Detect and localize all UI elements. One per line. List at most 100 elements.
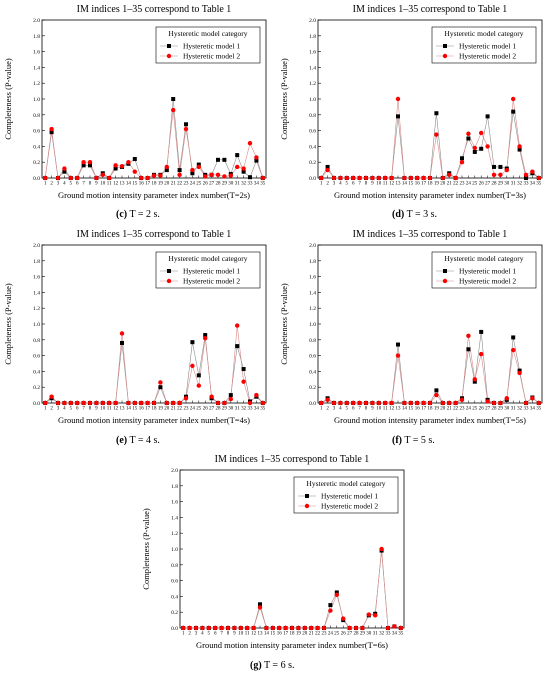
chart-title: IM indices 1–35 correspond to Table 1 bbox=[77, 4, 232, 15]
data-point-model-1 bbox=[466, 136, 471, 141]
data-point-model-2 bbox=[183, 396, 189, 401]
data-point-model-2 bbox=[257, 605, 263, 610]
data-point-model-2 bbox=[498, 172, 503, 178]
chart-svg: IM indices 1–35 correspond to Table 1 0.0… bbox=[141, 454, 405, 650]
data-point-model-2 bbox=[81, 400, 86, 406]
x-tick-label: 22 bbox=[177, 407, 183, 412]
y-tick-label: 1.4 bbox=[309, 65, 316, 71]
y-tick-label: 2.0 bbox=[309, 18, 316, 24]
legend-marker-square bbox=[443, 269, 447, 273]
x-tick-label: 33 bbox=[524, 407, 530, 412]
data-point-model-2 bbox=[171, 400, 176, 406]
data-point-model-2 bbox=[164, 164, 169, 170]
data-point-model-2 bbox=[395, 353, 401, 358]
chart-svg: IM indices 1–35 correspond to Table 1 0.0… bbox=[279, 229, 543, 425]
x-tick-label: 29 bbox=[498, 182, 504, 187]
x-tick-label: 16 bbox=[139, 407, 145, 412]
y-tick-label: 1.6 bbox=[33, 50, 40, 56]
data-point-model-2 bbox=[196, 164, 201, 170]
x-tick-label: 14 bbox=[126, 407, 132, 412]
x-tick-label: 14 bbox=[126, 182, 132, 187]
data-point-model-2 bbox=[392, 624, 397, 629]
data-point-model-2 bbox=[328, 608, 333, 613]
x-tick-label: 19 bbox=[296, 632, 302, 637]
x-tick-label: 9 bbox=[233, 632, 236, 637]
x-tick-label: 31 bbox=[511, 182, 517, 187]
data-point-model-1 bbox=[396, 342, 400, 347]
x-tick-label: 26 bbox=[479, 182, 485, 187]
data-point-model-2 bbox=[351, 400, 356, 406]
x-tick-label: 3 bbox=[57, 407, 60, 412]
data-point-model-2 bbox=[254, 392, 259, 398]
y-tick-label: 1.2 bbox=[309, 81, 316, 87]
data-point-model-2 bbox=[402, 400, 407, 406]
data-point-model-2 bbox=[344, 400, 349, 406]
x-tick-label: 10 bbox=[238, 632, 244, 637]
x-axis-label: Ground motion intensity parameter index … bbox=[334, 415, 526, 425]
legend-title: Hysteretic model category bbox=[444, 254, 523, 263]
x-tick-label: 35 bbox=[398, 632, 404, 637]
y-tick-label: 0.6 bbox=[171, 579, 178, 585]
data-point-model-2 bbox=[370, 175, 375, 181]
data-point-model-2 bbox=[100, 400, 106, 406]
data-point-model-2 bbox=[215, 172, 221, 178]
y-tick-label: 0.6 bbox=[33, 354, 40, 360]
data-point-model-2 bbox=[321, 625, 327, 631]
data-point-model-1 bbox=[485, 114, 490, 119]
y-tick-label: 1.0 bbox=[33, 97, 40, 103]
data-point-model-2 bbox=[68, 400, 74, 406]
series-line-model-2 bbox=[44, 110, 264, 179]
legend-marker-circle bbox=[442, 278, 448, 284]
data-point-model-2 bbox=[383, 175, 388, 181]
x-tick-label: 6 bbox=[352, 182, 355, 187]
data-point-model-1 bbox=[184, 122, 188, 127]
y-tick-label: 1.4 bbox=[309, 290, 316, 296]
legend-box bbox=[155, 251, 261, 289]
x-tick-label: 2 bbox=[188, 632, 191, 637]
x-tick-label: 13 bbox=[258, 632, 264, 637]
x-tick-label: 5 bbox=[70, 182, 73, 187]
x-tick-label: 17 bbox=[145, 182, 151, 187]
data-point-model-2 bbox=[536, 400, 541, 406]
x-tick-label: 31 bbox=[511, 407, 517, 412]
x-tick-label: 19 bbox=[434, 407, 440, 412]
y-tick-label: 1.0 bbox=[33, 322, 40, 328]
chart-panel-g: IM indices 1–35 correspond to Table 1 0.0… bbox=[138, 450, 414, 660]
data-point-model-2 bbox=[459, 160, 465, 165]
data-point-model-2 bbox=[222, 400, 227, 406]
data-point-model-1 bbox=[511, 335, 516, 340]
y-tick-label: 0.4 bbox=[309, 144, 316, 150]
x-tick-label: 2 bbox=[326, 407, 329, 412]
x-tick-label: 26 bbox=[203, 182, 209, 187]
data-point-model-2 bbox=[68, 175, 74, 181]
data-point-model-2 bbox=[498, 400, 503, 406]
data-point-model-1 bbox=[524, 176, 528, 180]
data-point-model-2 bbox=[408, 175, 413, 181]
data-point-model-2 bbox=[139, 400, 144, 406]
x-tick-label: 29 bbox=[222, 407, 228, 412]
legend-entry-label: Hysteretic model 1 bbox=[459, 267, 516, 276]
data-point-model-2 bbox=[113, 163, 118, 168]
data-point-model-1 bbox=[460, 156, 464, 161]
x-tick-label: 3 bbox=[57, 182, 60, 187]
x-tick-label: 3 bbox=[195, 632, 198, 637]
data-point-model-2 bbox=[466, 131, 471, 136]
x-tick-label: 2 bbox=[50, 407, 53, 412]
data-point-model-2 bbox=[347, 625, 352, 631]
data-point-model-2 bbox=[385, 625, 391, 631]
data-point-model-2 bbox=[228, 173, 233, 178]
data-point-model-1 bbox=[472, 149, 477, 154]
data-point-model-2 bbox=[485, 144, 490, 149]
data-point-model-1 bbox=[434, 388, 439, 393]
x-tick-label: 9 bbox=[371, 407, 374, 412]
data-point-model-2 bbox=[139, 175, 144, 181]
data-point-model-2 bbox=[366, 612, 371, 617]
data-point-model-2 bbox=[126, 160, 131, 165]
x-tick-label: 14 bbox=[264, 632, 270, 637]
data-point-model-1 bbox=[241, 367, 246, 372]
data-point-model-2 bbox=[415, 400, 420, 406]
x-tick-label: 28 bbox=[492, 182, 498, 187]
x-tick-label: 15 bbox=[408, 407, 414, 412]
data-point-model-2 bbox=[325, 397, 330, 403]
x-tick-label: 29 bbox=[498, 407, 504, 412]
